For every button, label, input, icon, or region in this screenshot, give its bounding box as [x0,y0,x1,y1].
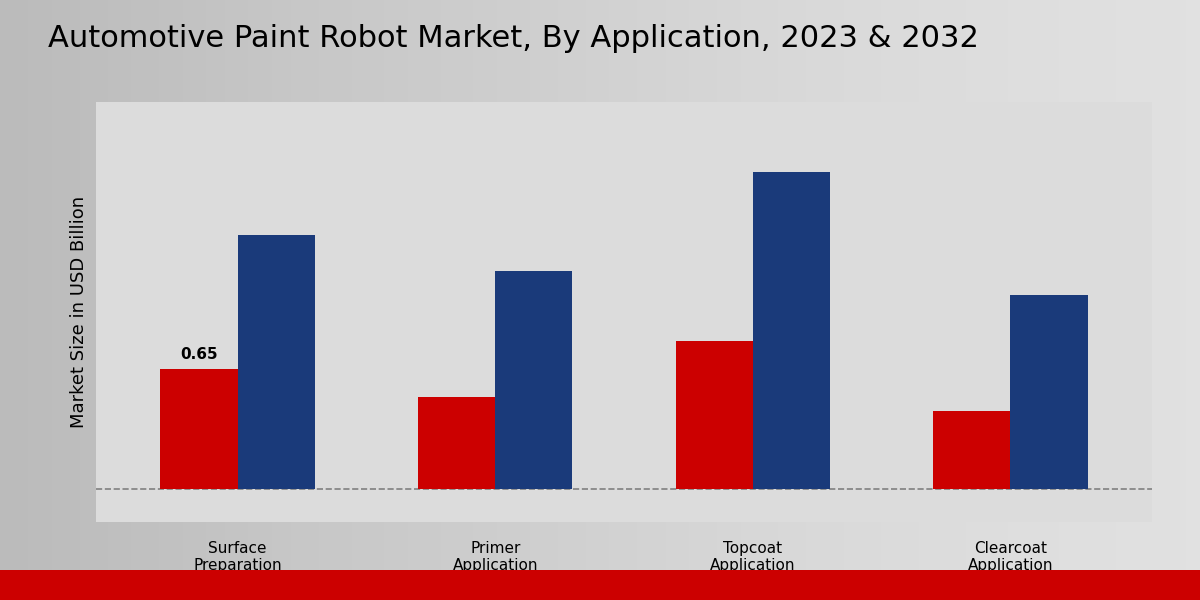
Bar [1010,295,1087,489]
Y-axis label: Market Size in USD Billion: Market Size in USD Billion [70,196,88,428]
Bar [676,341,752,489]
Text: 0.65: 0.65 [180,347,218,362]
Bar [496,271,572,489]
Bar [161,369,238,489]
Bar [934,412,1010,489]
Bar [752,172,830,489]
Bar [238,235,314,489]
Bar [418,397,496,489]
Text: Automotive Paint Robot Market, By Application, 2023 & 2032: Automotive Paint Robot Market, By Applic… [48,24,979,53]
